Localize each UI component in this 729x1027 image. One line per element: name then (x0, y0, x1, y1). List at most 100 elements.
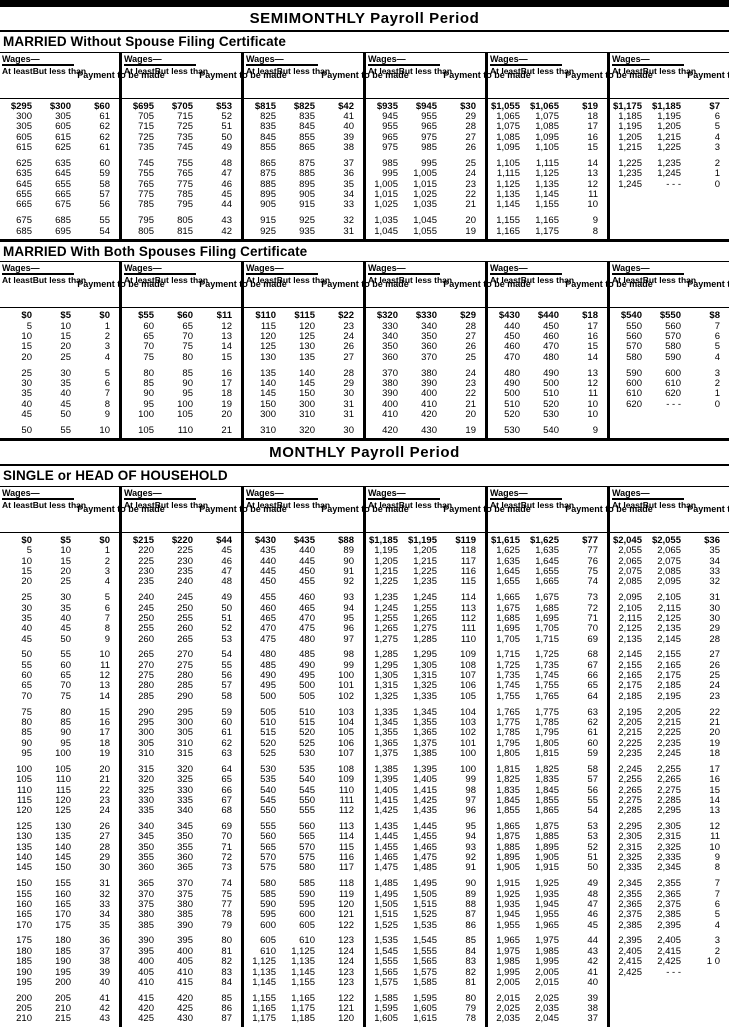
table-row: 1,105 1,115 14 (488, 158, 607, 169)
cell-at-least: 90 (143, 388, 154, 400)
at-least-label: At least (612, 65, 643, 76)
cell-but-less-than: 2,025 (535, 992, 559, 1004)
cell-payment: 102 (460, 727, 476, 739)
table-row: 265 270 54 (122, 650, 241, 661)
cell-at-least: 1,115 (496, 168, 520, 180)
table-row: 1,635 1,645 76 (488, 556, 607, 567)
cell-but-less-than: 2,325 (657, 841, 681, 853)
table-row: $320 $330 $29 (366, 311, 485, 322)
but-less-than-label: But less than (398, 499, 453, 510)
cell-payment: 30 (343, 388, 354, 400)
cell-but-less-than: 180 (55, 935, 71, 947)
table-row: 285 290 58 (122, 691, 241, 702)
wages-label: Wages— (2, 53, 40, 64)
cell-but-less-than: 250 (177, 602, 193, 614)
table-row: 1,205 1,215 4 (610, 132, 729, 143)
cell-but-less-than: 1,455 (413, 831, 437, 843)
cell-payment: 9 (104, 409, 110, 420)
cell-but-less-than: $435 (293, 534, 315, 546)
cell-but-less-than: 1,235 (657, 157, 681, 169)
cell-but-less-than: 280 (177, 670, 193, 682)
cell-but-less-than: 2,145 (657, 633, 681, 645)
cell-at-least: 1,965 (496, 935, 520, 947)
table-row: 2,295 2,305 12 (610, 821, 729, 832)
cell-payment: 91 (343, 565, 354, 577)
table-row: 2,335 2,345 8 (610, 863, 729, 874)
cell-at-least: 520 (260, 737, 276, 749)
cell-but-less-than: 130 (299, 341, 315, 353)
cell-payment: 101 (460, 737, 476, 749)
cell-but-less-than: 2,095 (657, 576, 681, 588)
cell-payment: 45 (221, 189, 232, 201)
cell-at-least: 2,245 (618, 763, 642, 775)
table-row: 835 845 40 (244, 122, 363, 133)
table-row: 140 145 29 (0, 852, 119, 864)
table-row: 995 1,005 24 (366, 168, 485, 179)
cell-but-less-than: 285 (177, 680, 193, 692)
cell-payment: 57 (99, 189, 110, 201)
cell-at-least: 865 (260, 157, 276, 169)
cell-at-least: 1,095 (496, 142, 520, 154)
cell-but-less-than: 1,135 (291, 956, 315, 968)
cell-at-least: 785 (138, 199, 154, 211)
wages-label: Wages— (246, 487, 284, 498)
cell-but-less-than: 745 (177, 142, 193, 154)
at-least-label: At least (2, 275, 33, 286)
cell-at-least: 875 (260, 168, 276, 180)
table-row: 95 100 19 (0, 748, 119, 759)
cell-at-least: 1,035 (374, 215, 398, 227)
cell-at-least: 705 (138, 111, 154, 123)
cell-payment: 89 (465, 888, 476, 900)
cell-at-least: 140 (16, 852, 32, 864)
cell-payment: 47 (221, 168, 232, 180)
cell-at-least: $815 (254, 100, 276, 112)
cell-at-least: 150 (16, 878, 32, 890)
cell-payment: 113 (460, 602, 476, 614)
cell-payment: 55 (587, 794, 598, 806)
cell-payment: 25 (465, 157, 476, 169)
cell-at-least: 465 (260, 612, 276, 624)
cell-payment: 92 (343, 576, 354, 588)
cell-at-least: 590 (626, 367, 642, 379)
cell-at-least: 1,715 (496, 649, 520, 661)
cell-at-least: 245 (138, 602, 154, 614)
cell-at-least: 1,595 (374, 1003, 398, 1015)
cell-at-least: 1,935 (496, 898, 520, 910)
cell-at-least: 1,285 (374, 649, 398, 661)
cell-but-less-than: 300 (177, 716, 193, 728)
wages-rule (246, 63, 319, 66)
cell-at-least: 25 (21, 592, 32, 604)
cell-payment: 14 (709, 794, 720, 806)
cell-at-least: 1,475 (374, 862, 398, 874)
cell-payment: 62 (99, 121, 110, 133)
panel-rows: $1,175 $1,185 $7 1,185 1,195 6 1,195 1,205 5 1,20… (610, 99, 729, 239)
cell-payment: 1 (714, 388, 720, 400)
cell-payment: 2 (714, 157, 720, 169)
table-row: 1,365 1,375 101 (366, 737, 485, 749)
cell-payment: 49 (587, 878, 598, 890)
cell-but-less-than: 1,515 (413, 898, 437, 910)
cell-at-least: 415 (138, 992, 154, 1004)
cell-at-least: 1,745 (496, 680, 520, 692)
table-row: 1,945 1,955 46 (488, 909, 607, 920)
table-row: 1,475 1,485 91 (366, 862, 485, 874)
table-row: 1,645 1,655 75 (488, 566, 607, 577)
table-row: 2,195 2,205 22 (610, 707, 729, 718)
cell-but-less-than: 645 (55, 168, 71, 180)
cell-at-least: 390 (382, 388, 398, 400)
cell-at-least: 1,555 (374, 956, 398, 968)
but-less-than-label: But less than (642, 65, 697, 76)
table-row: 1,155 1,165 122 (244, 993, 363, 1004)
cell-at-least: 675 (16, 215, 32, 227)
cell-at-least: 985 (382, 157, 398, 169)
cell-but-less-than: 345 (177, 821, 193, 833)
table-row: 1,925 1,935 48 (488, 889, 607, 900)
cell-but-less-than: 520 (299, 727, 315, 739)
cell-at-least: 145 (260, 388, 276, 400)
cell-but-less-than: 995 (421, 157, 437, 169)
table-row: 2,245 2,255 17 (610, 763, 729, 775)
table-row: 610 620 1 (610, 388, 729, 400)
